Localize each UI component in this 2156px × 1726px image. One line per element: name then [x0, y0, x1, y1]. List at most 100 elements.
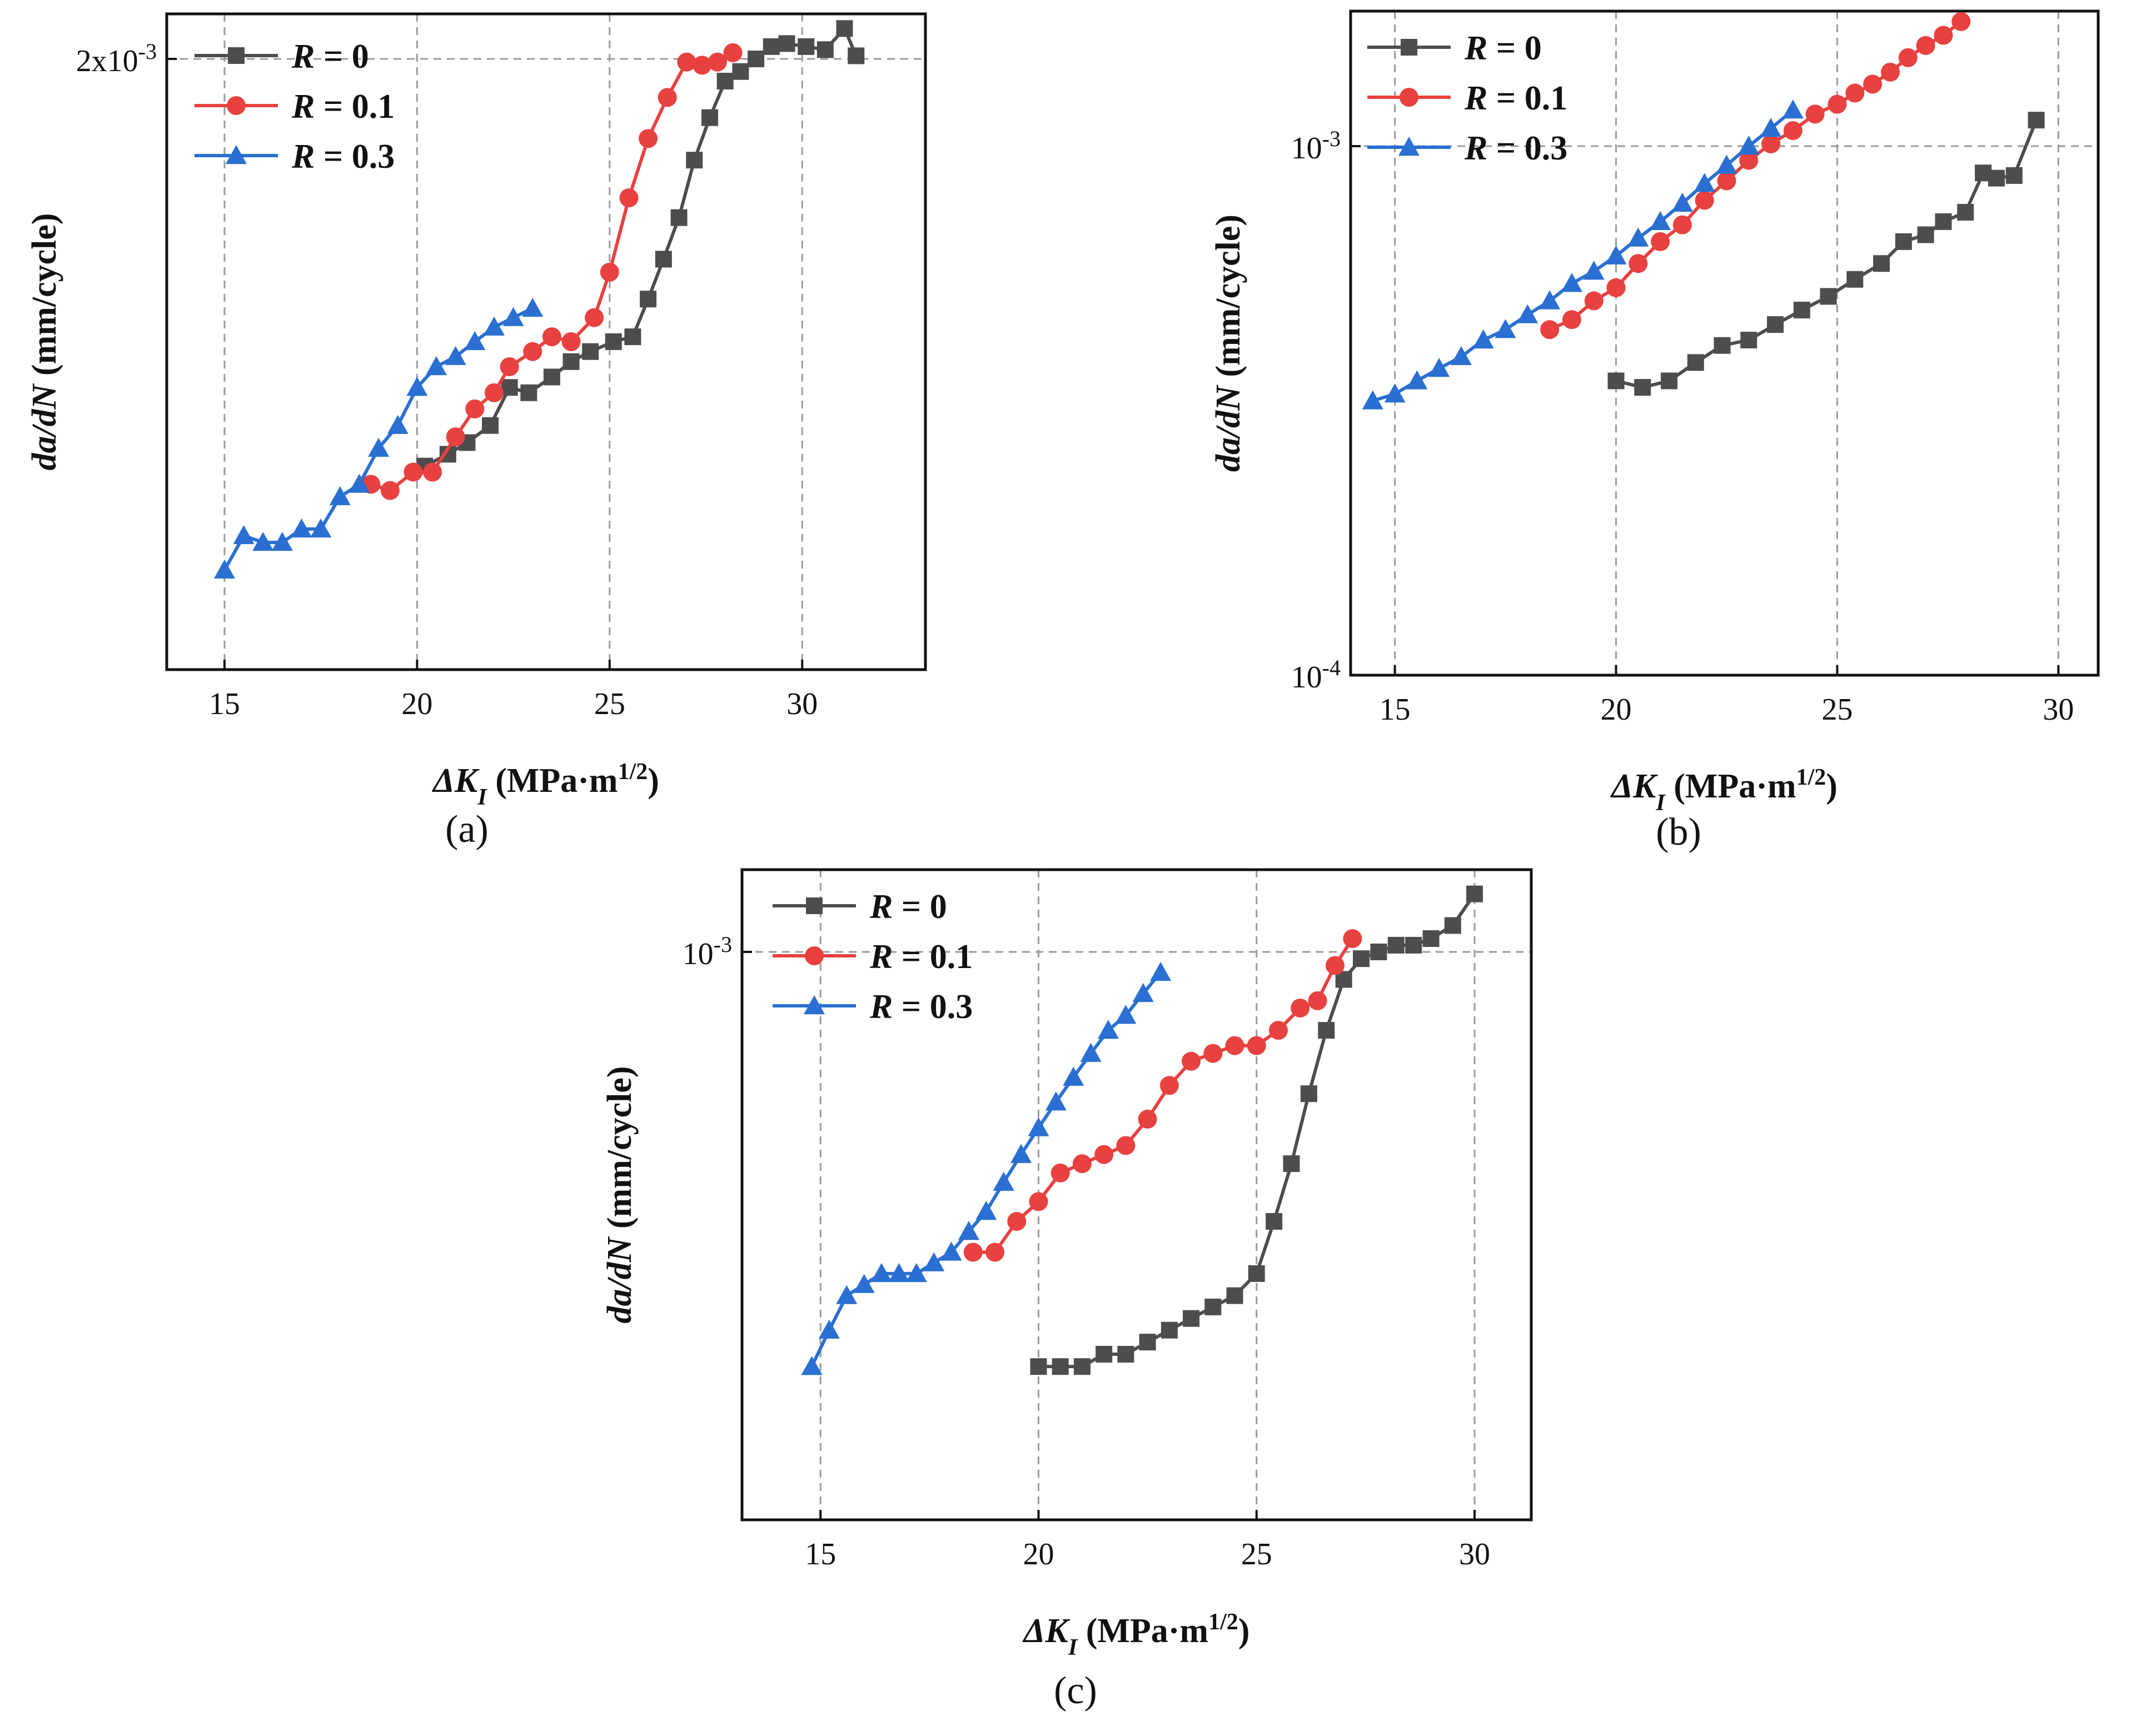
data-point: [1495, 319, 1516, 338]
data-point: [271, 532, 293, 551]
data-point: [1325, 956, 1345, 975]
data-point: [686, 152, 703, 169]
data-point: [1268, 1021, 1288, 1040]
legend-item: R = 0: [195, 38, 369, 76]
data-point: [1010, 1144, 1032, 1163]
data-point: [1115, 1005, 1137, 1024]
data-point: [1405, 936, 1422, 954]
y-axis-title: da/dN (mm/cycle): [601, 1066, 639, 1323]
data-point: [585, 308, 604, 327]
data-point: [484, 383, 504, 402]
data-point: [1283, 1155, 1300, 1173]
x-tick-label: 15: [1380, 692, 1411, 727]
legend-marker: [226, 145, 247, 164]
data-point: [1045, 1091, 1067, 1111]
data-point: [1661, 372, 1678, 390]
legend: R = 0 R = 0.1 R = 0.3: [1367, 29, 1567, 167]
data-point: [640, 291, 657, 308]
series-r-0-1: [963, 929, 1362, 1262]
data-point: [1291, 998, 1310, 1017]
legend-label: R = 0.3: [869, 988, 973, 1026]
data-point: [1428, 358, 1450, 377]
data-point: [1916, 36, 1935, 55]
plot-frame: [740, 868, 1533, 1522]
legend-marker: [804, 995, 825, 1015]
legend-item: R = 0.1: [1367, 79, 1567, 117]
data-point: [1805, 104, 1825, 124]
data-point: [1895, 233, 1912, 250]
data-point: [291, 518, 312, 538]
data-point: [1767, 316, 1784, 333]
y-axis-title: da/dN (mm/cycle): [26, 213, 63, 470]
data-point: [1030, 1358, 1047, 1375]
data-point: [542, 327, 561, 347]
data-point: [520, 384, 537, 401]
data-point: [1957, 203, 1974, 221]
data-point: [1605, 245, 1627, 265]
data-point: [853, 1274, 875, 1293]
data-point: [1714, 337, 1731, 354]
data-point: [716, 72, 734, 89]
data-point: [1687, 354, 1704, 371]
data-point: [1472, 329, 1494, 349]
data-point: [465, 399, 485, 418]
data-point: [1739, 151, 1759, 170]
legend-marker: [806, 897, 823, 914]
data-point: [1096, 1345, 1113, 1363]
panel-label: (a): [445, 808, 489, 851]
data-point: [562, 353, 580, 370]
data-point: [836, 1285, 858, 1304]
data-point: [1098, 1020, 1119, 1039]
data-point: [940, 1241, 962, 1261]
legend-label: R = 0: [291, 38, 369, 76]
legend-item: R = 0: [1367, 29, 1542, 67]
data-point: [693, 56, 712, 75]
data-point: [778, 35, 795, 52]
data-point: [1139, 1334, 1156, 1351]
data-point: [1561, 273, 1582, 292]
series-r-0: [1030, 885, 1483, 1375]
legend-item: R = 0.1: [773, 938, 973, 976]
data-point: [975, 1201, 997, 1220]
data-point: [624, 328, 641, 346]
data-point: [655, 251, 672, 268]
data-point: [1650, 211, 1671, 231]
data-point: [1466, 885, 1483, 902]
y-tick-label: 10-4: [1291, 655, 1341, 695]
data-point: [1050, 1163, 1070, 1183]
data-point: [1450, 346, 1472, 366]
data-point: [1584, 291, 1604, 311]
data-point: [2028, 112, 2045, 129]
data-point: [543, 368, 560, 386]
data-point: [404, 462, 423, 482]
data-point: [763, 38, 780, 55]
data-point: [1606, 278, 1626, 297]
data-point: [1007, 1211, 1027, 1231]
data-point: [1761, 134, 1781, 153]
data-point: [1226, 1287, 1243, 1304]
legend-label: R = 0.3: [1464, 129, 1567, 167]
data-point: [1117, 1345, 1134, 1363]
data-point: [871, 1263, 893, 1283]
legend-marker: [1401, 39, 1417, 56]
data-point: [801, 1356, 823, 1375]
data-point: [380, 481, 400, 500]
y-tick-label: 10-3: [1291, 126, 1341, 166]
data-point: [1717, 171, 1736, 191]
legend-label: R = 0.1: [291, 88, 395, 126]
data-point: [605, 333, 622, 350]
legend-label: R = 0.1: [869, 938, 973, 976]
x-tick-label: 30: [786, 687, 818, 721]
data-point: [348, 473, 370, 493]
legend-marker: [227, 96, 246, 115]
data-point: [523, 342, 542, 361]
x-tick-label: 15: [209, 687, 240, 721]
data-point: [1161, 1321, 1178, 1339]
y-axis-title: da/dN (mm/cycle): [1209, 214, 1247, 472]
y-tick-label: 10-3: [683, 931, 732, 971]
data-point: [1951, 12, 1971, 31]
data-point: [958, 1221, 979, 1240]
data-point: [502, 307, 524, 326]
data-point: [387, 415, 409, 434]
